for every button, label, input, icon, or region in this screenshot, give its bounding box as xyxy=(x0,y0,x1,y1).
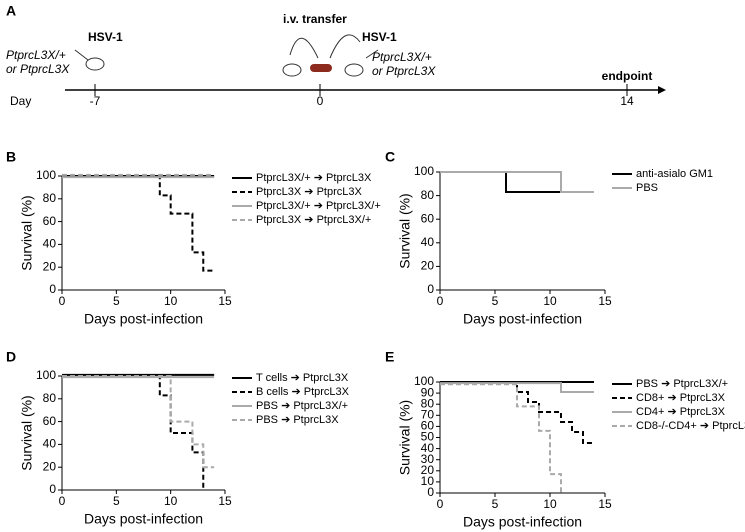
y-axis-label: Survival (%) xyxy=(397,193,413,268)
legend-label: PtprcL3X/+ ➔ PtprcL3X xyxy=(256,172,372,184)
legend-label: PBS ➔ PtprcL3X/+ xyxy=(636,378,728,390)
y-tick-label: 60 xyxy=(421,211,435,225)
legend-label: CD8+ ➔ PtprcL3X xyxy=(636,392,726,404)
donor-label: or PtprcL3X xyxy=(6,62,70,76)
y-tick-label: 70 xyxy=(421,407,435,421)
survival-line xyxy=(440,381,594,445)
x-tick-label: 5 xyxy=(113,494,120,508)
y-tick-label: 40 xyxy=(43,437,57,451)
legend-label: PBS ➔ PtprcL3X xyxy=(256,414,339,426)
legend-label: anti-asialo GM1 xyxy=(636,168,713,180)
panel-letter: D xyxy=(6,349,16,365)
y-tick-label: 40 xyxy=(421,441,435,455)
y-tick-label: 60 xyxy=(43,414,57,428)
y-tick-label: 0 xyxy=(49,282,56,296)
y-tick-label: 30 xyxy=(421,452,435,466)
x-tick-label: 15 xyxy=(218,294,232,308)
legend-label: CD4+ ➔ PtprcL3X xyxy=(636,406,726,418)
day-label: Day xyxy=(10,94,31,108)
agent-label: HSV-1 xyxy=(362,30,397,44)
legend-label: PBS xyxy=(636,182,658,194)
day-tick: -7 xyxy=(90,94,101,108)
y-tick-label: 50 xyxy=(421,430,435,444)
endpoint-label: endpoint xyxy=(602,69,653,83)
timeline-arrow xyxy=(658,86,666,94)
survival-line xyxy=(62,375,205,490)
y-tick-label: 20 xyxy=(421,259,435,273)
survival-line xyxy=(440,171,594,194)
legend-label: T cells ➔ PtprcL3X xyxy=(256,372,349,384)
legend-label: PtprcL3X/+ ➔ PtprcL3X/+ xyxy=(256,200,381,212)
y-tick-label: 100 xyxy=(414,164,434,178)
y-tick-label: 80 xyxy=(43,391,57,405)
y-tick-label: 100 xyxy=(36,168,56,182)
panel-letter: A xyxy=(6,3,16,19)
panel-letter: E xyxy=(385,349,394,365)
x-axis-label: Days post-infection xyxy=(463,311,582,327)
organ-icon xyxy=(310,64,332,72)
y-tick-label: 60 xyxy=(43,214,57,228)
y-tick-label: 20 xyxy=(43,459,57,473)
y-tick-label: 60 xyxy=(421,419,435,433)
legend-label: PtprcL3X ➔ PtprcL3X xyxy=(256,186,362,198)
recipient-label: PtprcL3X/+ xyxy=(372,50,432,64)
x-tick-label: 5 xyxy=(113,294,120,308)
x-axis-label: Days post-infection xyxy=(84,511,203,527)
y-tick-label: 100 xyxy=(36,368,56,382)
x-tick-label: 10 xyxy=(543,294,557,308)
survival-line xyxy=(62,175,215,272)
survival-line xyxy=(440,171,594,194)
panel-letter: C xyxy=(385,149,395,165)
x-tick-label: 0 xyxy=(59,294,66,308)
y-tick-label: 80 xyxy=(43,191,57,205)
y-tick-label: 0 xyxy=(427,485,434,499)
y-tick-label: 80 xyxy=(421,188,435,202)
y-tick-label: 20 xyxy=(421,463,435,477)
y-tick-label: 100 xyxy=(414,374,434,388)
x-tick-label: 15 xyxy=(598,497,612,511)
y-tick-label: 0 xyxy=(49,482,56,496)
legend-label: B cells ➔ PtprcL3X xyxy=(256,386,350,398)
x-tick-label: 5 xyxy=(492,497,499,511)
y-tick-label: 20 xyxy=(43,259,57,273)
legend-label: PtprcL3X ➔ PtprcL3X/+ xyxy=(256,214,371,226)
survival-line xyxy=(440,383,562,493)
y-tick-label: 40 xyxy=(421,235,435,249)
x-tick-label: 10 xyxy=(164,294,178,308)
survival-line xyxy=(62,375,215,469)
recipient-label: or PtprcL3X xyxy=(372,64,436,78)
y-tick-label: 0 xyxy=(427,282,434,296)
day-tick: 14 xyxy=(620,94,634,108)
y-tick-label: 80 xyxy=(421,396,435,410)
legend-label: CD8-/-CD4+ ➔ PtprcL3X xyxy=(636,420,745,432)
x-tick-label: 0 xyxy=(437,497,444,511)
y-tick-label: 40 xyxy=(43,237,57,251)
survival-line xyxy=(440,382,594,393)
day-tick: 0 xyxy=(317,94,324,108)
x-tick-label: 15 xyxy=(218,494,232,508)
x-axis-label: Days post-infection xyxy=(84,311,203,327)
x-tick-label: 5 xyxy=(492,294,499,308)
y-axis-label: Survival (%) xyxy=(19,395,35,470)
y-tick-label: 10 xyxy=(421,474,435,488)
panel-letter: B xyxy=(6,149,16,165)
x-tick-label: 10 xyxy=(543,497,557,511)
y-axis-label: Survival (%) xyxy=(397,400,413,475)
transfer-label: i.v. transfer xyxy=(283,12,347,26)
x-tick-label: 0 xyxy=(59,494,66,508)
x-axis-label: Days post-infection xyxy=(463,514,582,530)
y-axis-label: Survival (%) xyxy=(19,195,35,270)
mouse-icons xyxy=(74,34,379,77)
agent-label: HSV-1 xyxy=(88,30,123,44)
legend-label: PBS ➔ PtprcL3X/+ xyxy=(256,400,348,412)
x-tick-label: 15 xyxy=(598,294,612,308)
donor-label: PtprcL3X/+ xyxy=(6,48,66,62)
x-tick-label: 10 xyxy=(164,494,178,508)
y-tick-label: 90 xyxy=(421,385,435,399)
x-tick-label: 0 xyxy=(437,294,444,308)
